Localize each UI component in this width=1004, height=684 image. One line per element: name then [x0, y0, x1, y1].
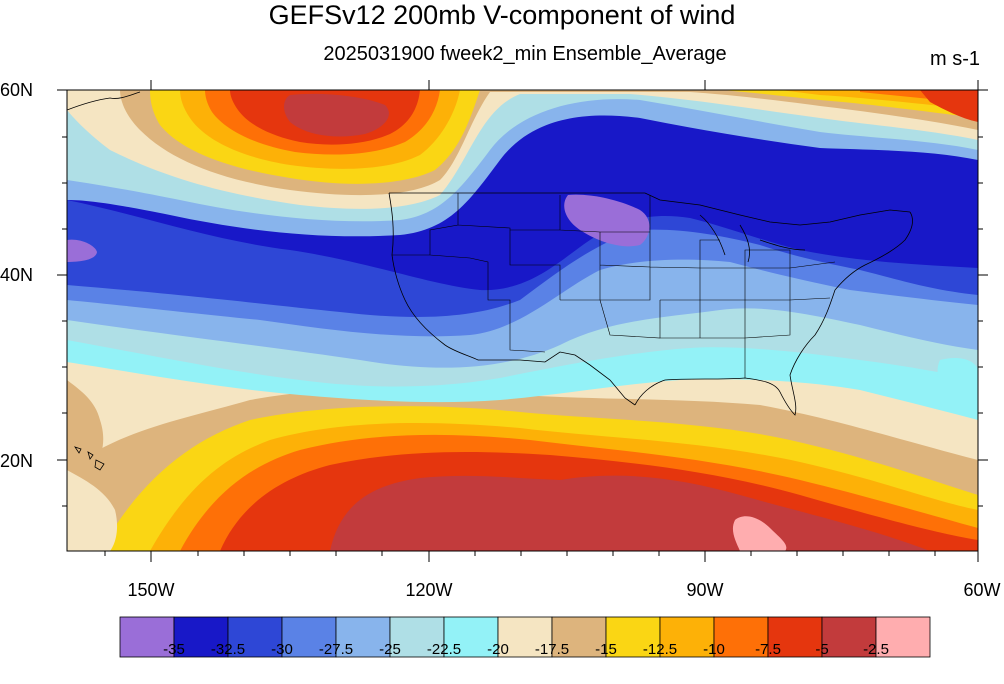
colorbar-label-10: -10 [703, 641, 725, 658]
lat-label-40n: 40N [0, 265, 34, 285]
colorbar-label-0: -35 [163, 641, 185, 658]
east-cyan [937, 358, 978, 420]
colorbar-swatch-11 [713, 616, 769, 658]
lon-label-120w: 120W [405, 580, 453, 600]
lon-label-90w: 90W [686, 580, 724, 600]
colorbar-swatch-8 [551, 616, 607, 658]
south-band-red [330, 475, 930, 551]
colorbar-swatch-12 [767, 616, 823, 658]
colorbar-label-4: -25 [379, 641, 401, 658]
us-canada-border [389, 192, 911, 226]
colorbar-swatch-0 [119, 616, 175, 658]
colorbar-swatch-14 [875, 616, 931, 658]
boundaries [67, 91, 913, 471]
axis-ticks [57, 80, 988, 562]
state-lines [392, 193, 836, 378]
east-coast [834, 211, 913, 291]
band-purple-west [67, 239, 97, 262]
gulf-coast [634, 289, 836, 416]
colorbar-label-5: -22.5 [426, 641, 462, 658]
lat-label-20n: 20N [0, 451, 34, 471]
map-title: GEFSv12 200mb V-component of wind [268, 0, 736, 30]
map-subtitle: 2025031900 fweek2_min Ensemble_Average [323, 43, 727, 65]
colorbar-label-6: -20 [487, 641, 509, 658]
north-band-red [284, 93, 389, 137]
colorbar [119, 616, 931, 658]
colorbar-label-7: -17.5 [534, 641, 570, 658]
colorbar-swatch-9 [605, 616, 661, 658]
great-lakes [699, 214, 806, 263]
colorbar-label-8: -15 [595, 641, 617, 658]
colorbar-swatch-4 [335, 616, 391, 658]
southwest-cream [67, 470, 118, 551]
colorbar-label-12: -5 [815, 641, 829, 658]
west-coast [388, 192, 479, 361]
colorbar-swatch-3 [281, 616, 337, 658]
mexico-border [478, 351, 636, 406]
north-band-redorange [230, 90, 978, 145]
colorbar-swatch-13 [821, 616, 877, 658]
contour-field [67, 90, 978, 551]
band-purple [564, 194, 650, 247]
hawaii [74, 446, 105, 471]
colorbar-label-9: -12.5 [642, 641, 678, 658]
colorbar-label-13: -2.5 [863, 641, 889, 658]
colorbar-swatch-6 [443, 616, 499, 658]
lat-label-60n: 60N [0, 80, 34, 100]
lon-label-60w: 60W [963, 580, 1001, 600]
colorbar-swatch-5 [389, 616, 445, 658]
south-band-pink [732, 516, 787, 551]
lon-label-150w: 150W [127, 580, 175, 600]
colorbar-label-2: -30 [271, 641, 293, 658]
alaska-coast [67, 91, 141, 111]
units-label: m s-1 [930, 48, 980, 70]
colorbar-label-1: -32.5 [210, 641, 246, 658]
colorbar-label-11: -7.5 [755, 641, 781, 658]
colorbar-label-3: -27.5 [318, 641, 354, 658]
